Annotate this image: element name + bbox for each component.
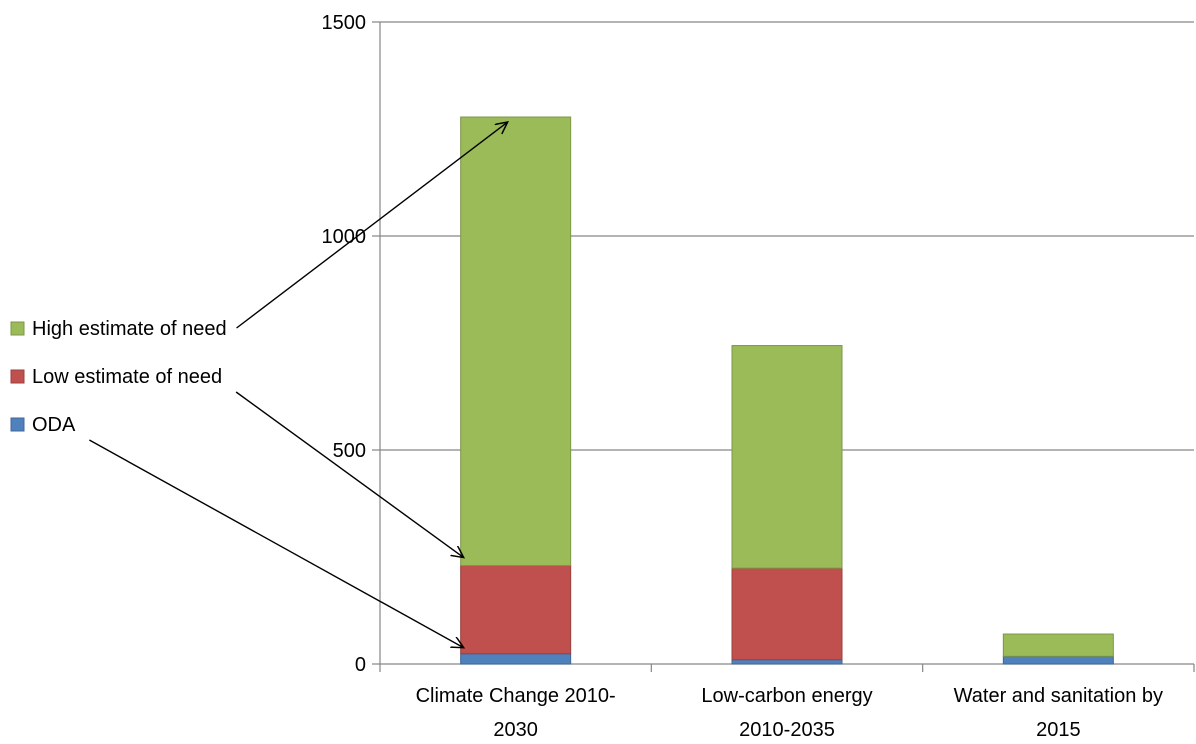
- annotation-arrow-oda: [89, 439, 463, 648]
- annotation-arrows: [89, 122, 507, 648]
- x-tick-label: 2010-2035: [739, 719, 835, 741]
- bar-segment-oda: [1002, 655, 1114, 665]
- legend-swatch-high-estimate-of-need: [10, 321, 25, 336]
- legend-label-oda: ODA: [32, 414, 76, 436]
- annotation-arrow-low-estimate-of-need: [235, 391, 464, 558]
- x-tick-label: Water and sanitation by: [954, 685, 1163, 707]
- x-tick-label: 2015: [1036, 719, 1081, 741]
- bars: [460, 116, 1114, 665]
- annotation-arrow-high-estimate-of-need: [236, 122, 508, 329]
- y-tick-label: 500: [333, 440, 366, 462]
- y-tick-labels: 0 500 1000 1500: [322, 12, 367, 676]
- bar-segment-high-estimate-of-need: [1002, 633, 1114, 657]
- x-tick-label: 2030: [493, 719, 538, 741]
- x-tick-label: Climate Change 2010-: [416, 685, 616, 707]
- bar-segment-oda: [460, 653, 572, 665]
- legend-label-low-estimate-of-need: Low estimate of need: [32, 366, 222, 388]
- bar-segment-low-estimate-of-need: [460, 565, 572, 655]
- x-tick-label: Low-carbon energy: [701, 685, 872, 707]
- bar-segment-low-estimate-of-need: [731, 567, 843, 661]
- legend: High estimate of need Low estimate of nee…: [10, 318, 227, 436]
- y-tick-label: 1000: [322, 226, 367, 248]
- bar-segment-high-estimate-of-need: [731, 345, 843, 569]
- legend-swatch-low-estimate-of-need: [10, 369, 25, 384]
- bar-segment-oda: [731, 659, 843, 665]
- x-tick-labels: Climate Change 2010- 2030 Low-carbon energ…: [416, 685, 1163, 741]
- y-tick-label: 0: [355, 654, 366, 676]
- y-tick-label: 1500: [322, 12, 367, 34]
- legend-label-high-estimate-of-need: High estimate of need: [32, 318, 227, 340]
- bar-segment-high-estimate-of-need: [460, 116, 572, 567]
- legend-swatch-oda: [10, 417, 25, 432]
